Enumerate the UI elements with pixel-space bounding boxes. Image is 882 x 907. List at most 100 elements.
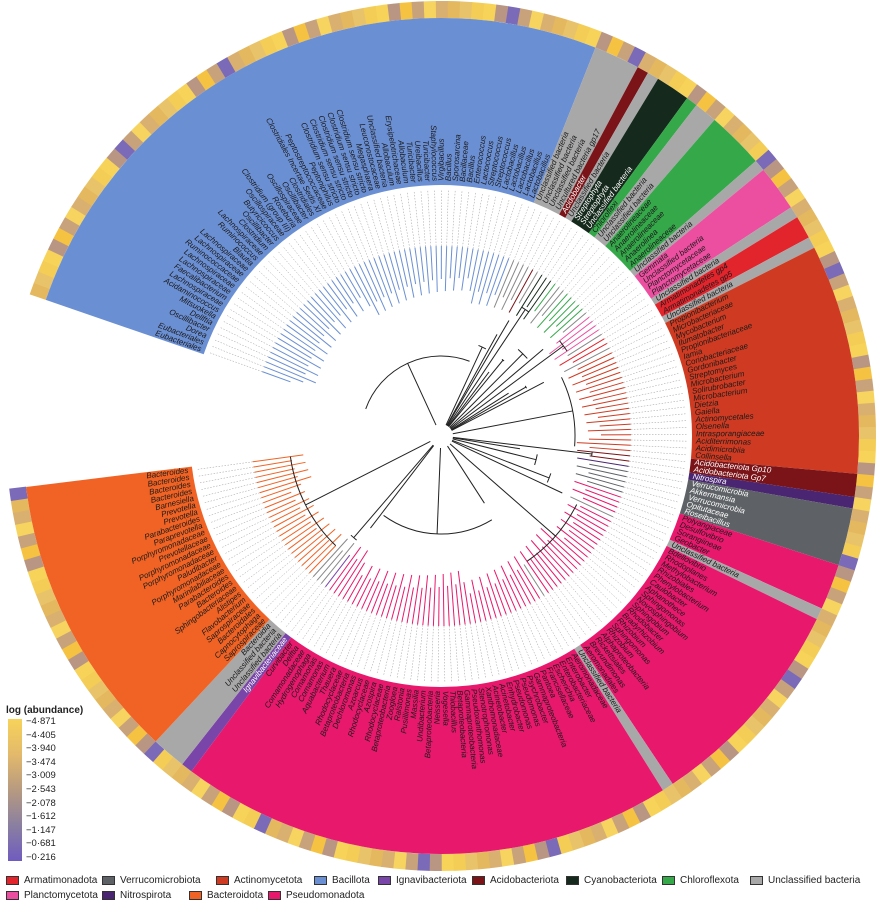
abundance-cell (857, 462, 876, 476)
legend-swatch (378, 875, 391, 885)
leaf-guide (534, 600, 563, 650)
leaf-branch (318, 289, 341, 316)
phylum-sector (679, 479, 853, 566)
leaf-branch (277, 337, 312, 359)
leaf-branch (577, 352, 613, 370)
leaf-branch (458, 247, 464, 279)
abundance-cell (139, 113, 161, 135)
leaf-branch (535, 534, 574, 573)
leaf-branch (567, 333, 602, 357)
leaf-guide (629, 455, 686, 462)
leaf-branch (344, 271, 361, 299)
leaf-branch (467, 248, 474, 279)
legend-label: Ignavibacteriota (396, 874, 467, 886)
leaf-branch (256, 469, 309, 484)
taxon-label: Massilia (409, 689, 421, 719)
abundance-cell (482, 3, 497, 22)
leaf-branch (378, 256, 393, 294)
leaf-branch (568, 529, 595, 550)
leaf-branch (507, 561, 531, 604)
leaf-branch (556, 316, 590, 344)
leaf-branch (265, 361, 317, 384)
leaf-guide (454, 625, 459, 682)
leaf-guide (446, 190, 449, 247)
leaf-branch (347, 575, 363, 602)
abundance-cell (852, 497, 872, 512)
abundance-cell (857, 402, 876, 417)
leaf-guide (328, 216, 355, 267)
leaf-guide (413, 191, 421, 248)
abundance-cell (281, 26, 300, 47)
leaf-guide (363, 616, 382, 670)
leaf-guide (571, 256, 610, 298)
leaf-branch (370, 570, 389, 613)
leaf-guide (293, 238, 328, 284)
legend-item: Verrucomicrobiota (102, 873, 201, 887)
abundance-cell (773, 679, 795, 700)
scale-tick-label: −4·405 (26, 729, 56, 741)
leaf-guide (475, 622, 487, 678)
abundance-cell (211, 790, 231, 812)
abundance-cell (152, 749, 174, 770)
leaf-guide (221, 521, 272, 548)
abundance-cell (528, 10, 545, 30)
leaf-branch (289, 320, 320, 344)
leaf-branch (523, 564, 545, 596)
abundance-cell (227, 51, 247, 73)
taxon-label: Ureibacillus (413, 140, 425, 182)
legend-item: Pseudomonadota (268, 888, 364, 902)
leaf-branch (574, 480, 622, 498)
scale-tick-label: −1·612 (26, 811, 56, 823)
abundance-cell (45, 609, 66, 628)
leaf-branch (530, 540, 566, 581)
leaf-branch (589, 455, 630, 462)
leaf-guide (622, 491, 677, 509)
leaf-guide (610, 521, 661, 548)
abundance-cell (200, 784, 221, 806)
abundance-cell (464, 852, 479, 871)
abundance-cell (12, 509, 32, 525)
leaf-guide (630, 450, 687, 456)
leaf-branch (271, 507, 301, 523)
leaf-branch (435, 246, 438, 293)
abundance-cell (805, 629, 827, 649)
leaf-branch (537, 293, 568, 329)
leaf-guide (601, 304, 649, 335)
abundance-cell (836, 296, 857, 313)
clade-stem (449, 348, 544, 429)
abundance-cell (723, 115, 744, 136)
abundance-cell (759, 697, 781, 718)
abundance-cell (642, 796, 662, 818)
leaf-branch (572, 488, 618, 508)
leaf-guide (215, 512, 268, 536)
leaf-branch (563, 347, 610, 373)
leaf-guide (241, 291, 288, 326)
leaf-branch (396, 586, 406, 621)
leaf-branch (414, 247, 423, 296)
abundance-cell (470, 2, 485, 21)
phylum-sector (565, 72, 659, 222)
leaf-branch (550, 308, 583, 339)
abundance-cell (363, 5, 379, 25)
leaf-branch (432, 574, 436, 626)
abundance-cell (578, 826, 597, 847)
abundance-cell (826, 587, 847, 605)
abundance-cell (517, 8, 533, 28)
abundance-cell (616, 41, 636, 63)
phylum-sector (45, 17, 596, 355)
abundance-cell (316, 15, 333, 36)
leaf-guide (437, 625, 439, 682)
leaf-guide (590, 552, 636, 588)
clade-stem (452, 438, 537, 461)
leaf-guide (198, 466, 254, 477)
leaf-guide (278, 251, 316, 294)
leaf-guide (592, 287, 638, 322)
abundance-cell (539, 13, 557, 33)
leaf-guide (417, 625, 424, 681)
leaf-branch (478, 576, 492, 620)
legend-label: Bacteroidota (207, 889, 264, 901)
leaf-branch (335, 277, 354, 304)
leaf-branch (461, 247, 469, 291)
abundance-cell (567, 830, 585, 851)
abundance-cell (135, 733, 156, 754)
